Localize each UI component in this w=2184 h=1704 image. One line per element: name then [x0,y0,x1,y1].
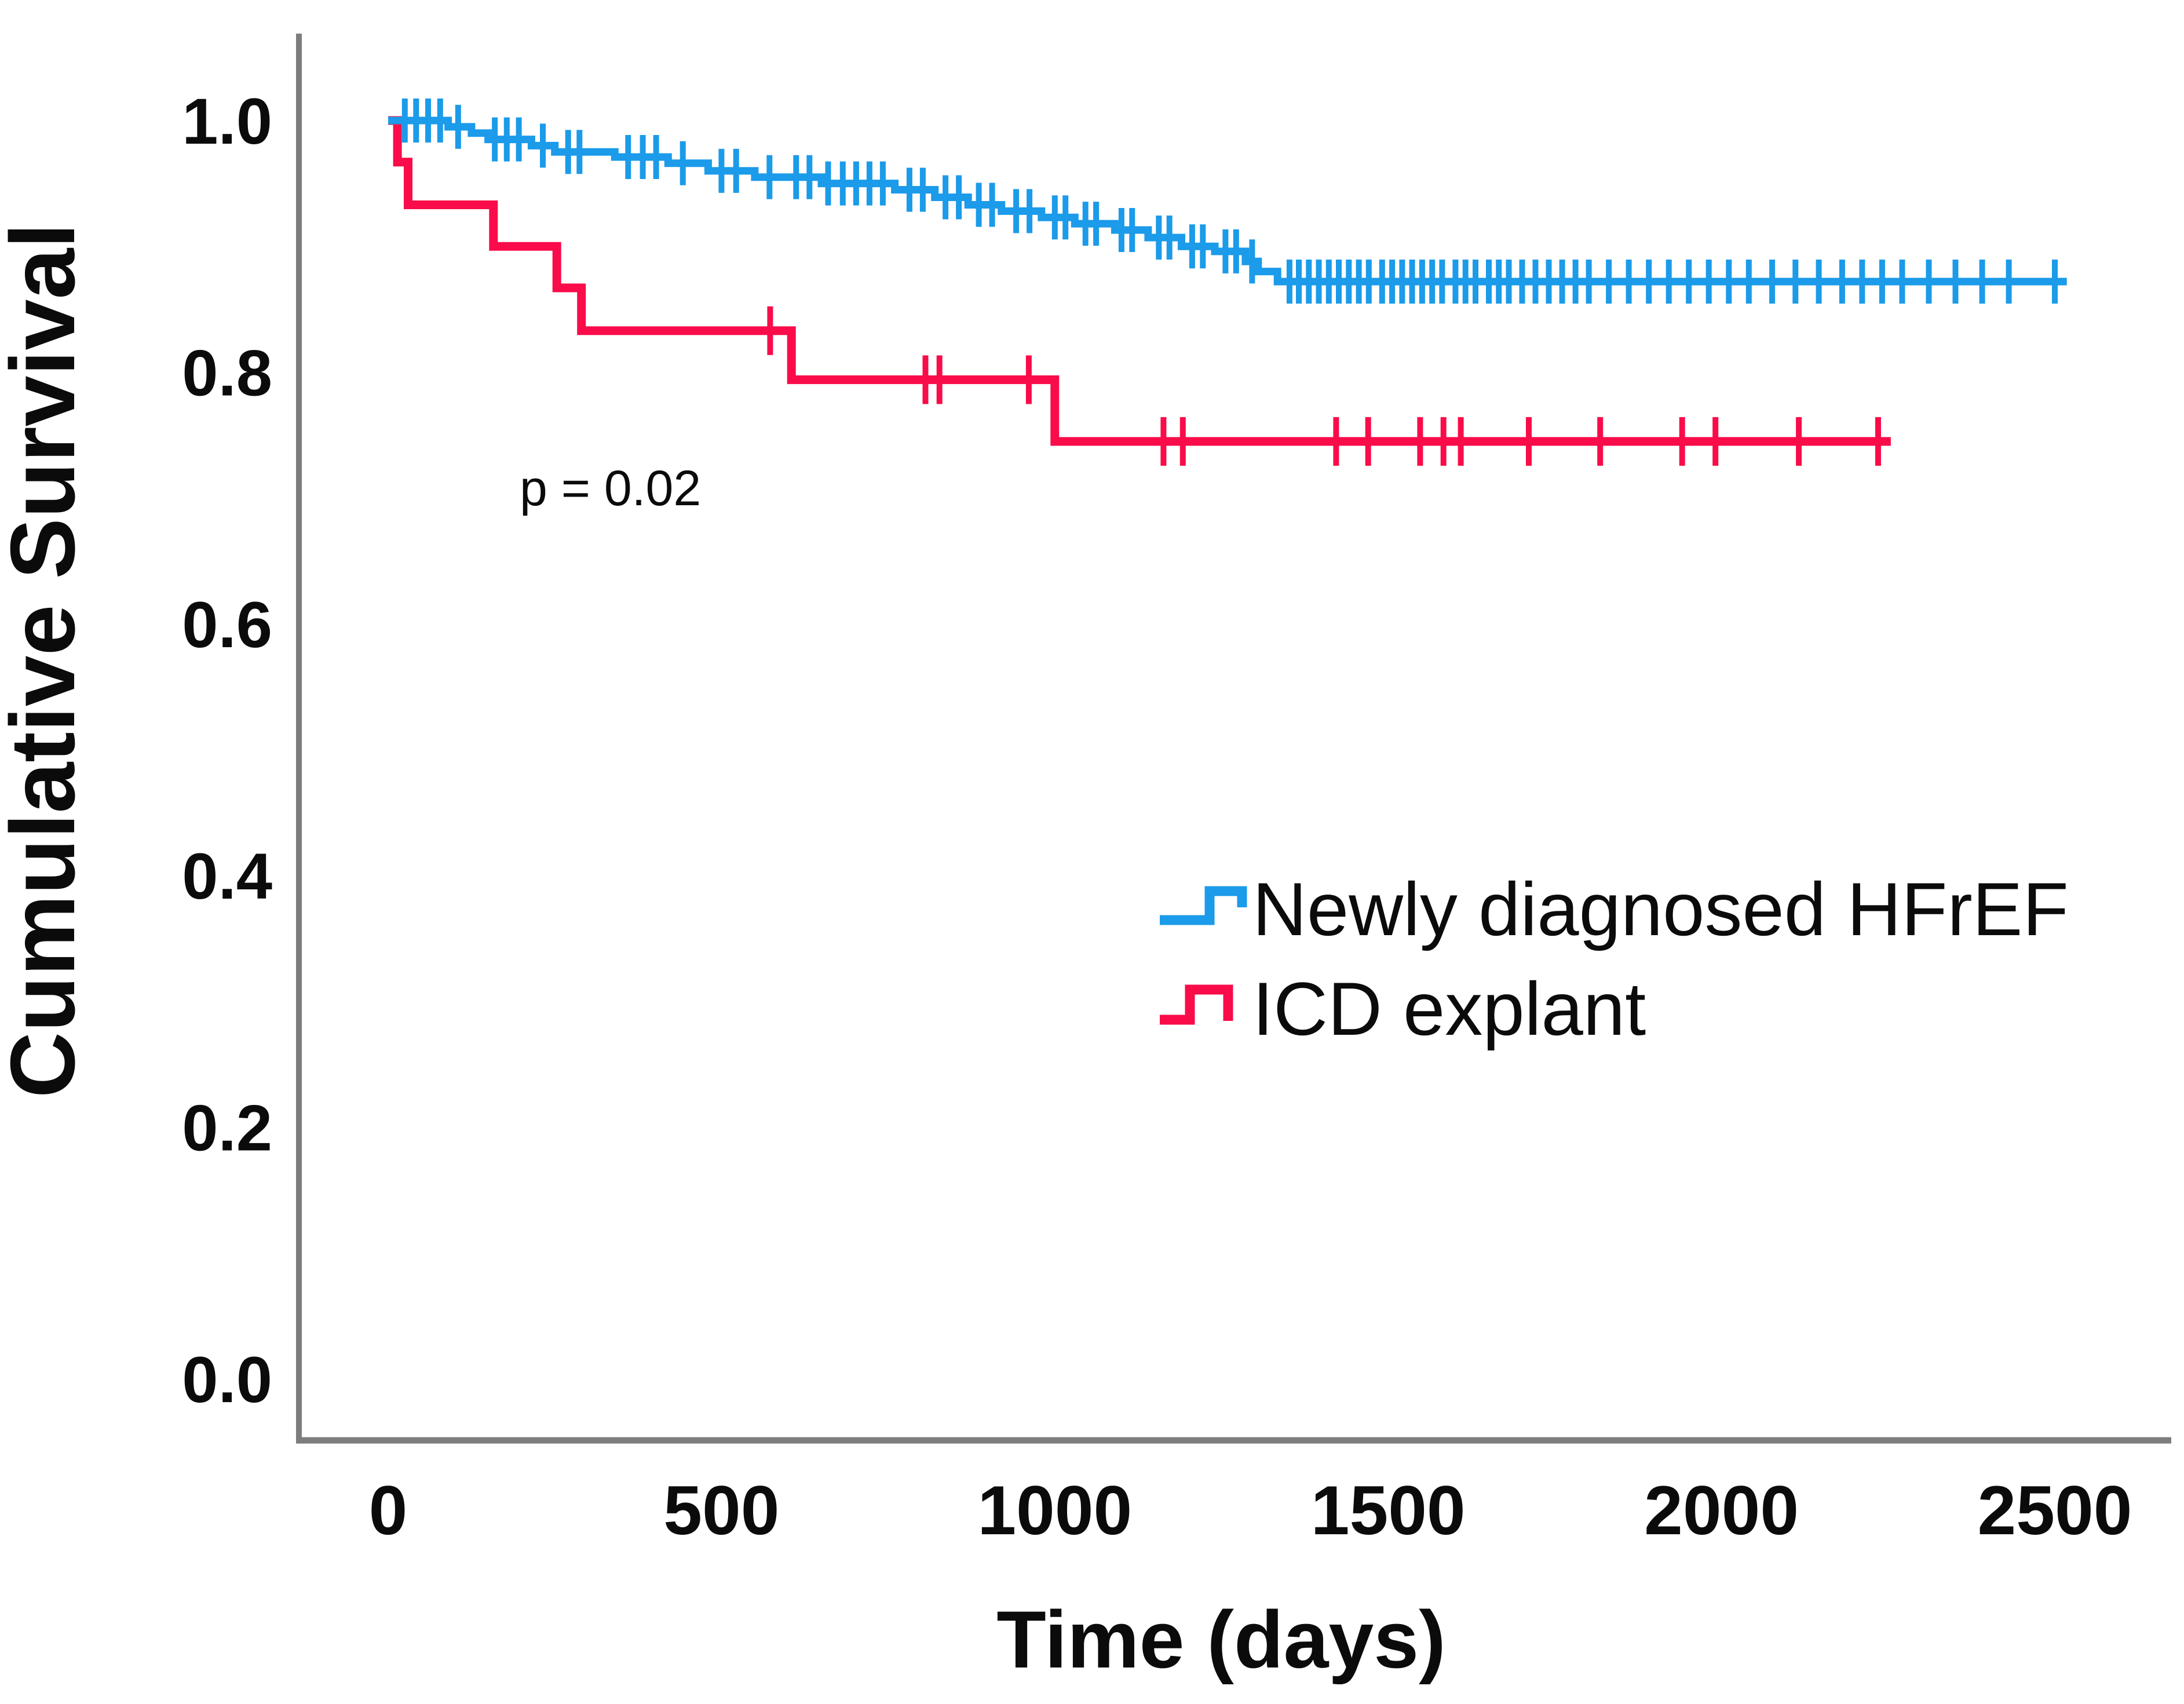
x-tick-label-1000: 1000 [977,1472,1132,1549]
y-tick-label-0.8: 0.8 [182,337,272,409]
y-tick-label-0.2: 0.2 [182,1092,272,1165]
x-tick-label-1500: 1500 [1311,1472,1466,1549]
x-tick-label-2500: 2500 [1978,1472,2132,1549]
legend-label-icd: ICD explant [1252,966,1646,1051]
censor-ticks-icd-explant [767,306,1881,466]
y-tick-label-0.6: 0.6 [182,589,272,661]
p-value-annotation: p = 0.02 [520,461,701,516]
y-tick-label-0.0: 0.0 [182,1344,272,1416]
y-axis-title: Cumulative Survival [0,223,94,1098]
x-tick-label-0: 0 [369,1472,408,1549]
legend-marker-icd [1160,984,1233,1025]
censor-ticks-hfref [401,98,2058,304]
legend: Newly diagnosed HFrEF ICD explant [1160,867,2069,1051]
x-tick-label-2000: 2000 [1644,1472,1799,1549]
tick-label-layer: 1.0 0.8 0.6 0.4 0.2 0.0 0 500 1000 1500 2000 2500 [182,85,2132,1549]
x-tick-label-500: 500 [663,1472,779,1549]
legend-marker-hfref [1160,886,1247,925]
y-tick-label-0.4: 0.4 [182,840,272,913]
series-layer [388,98,2067,466]
y-tick-label-1.0: 1.0 [182,85,272,158]
x-axis-title: Time (days) [996,1594,1445,1685]
legend-label-hfref: Newly diagnosed HFrEF [1252,867,2069,951]
survival-curve-hfref [388,116,2067,286]
